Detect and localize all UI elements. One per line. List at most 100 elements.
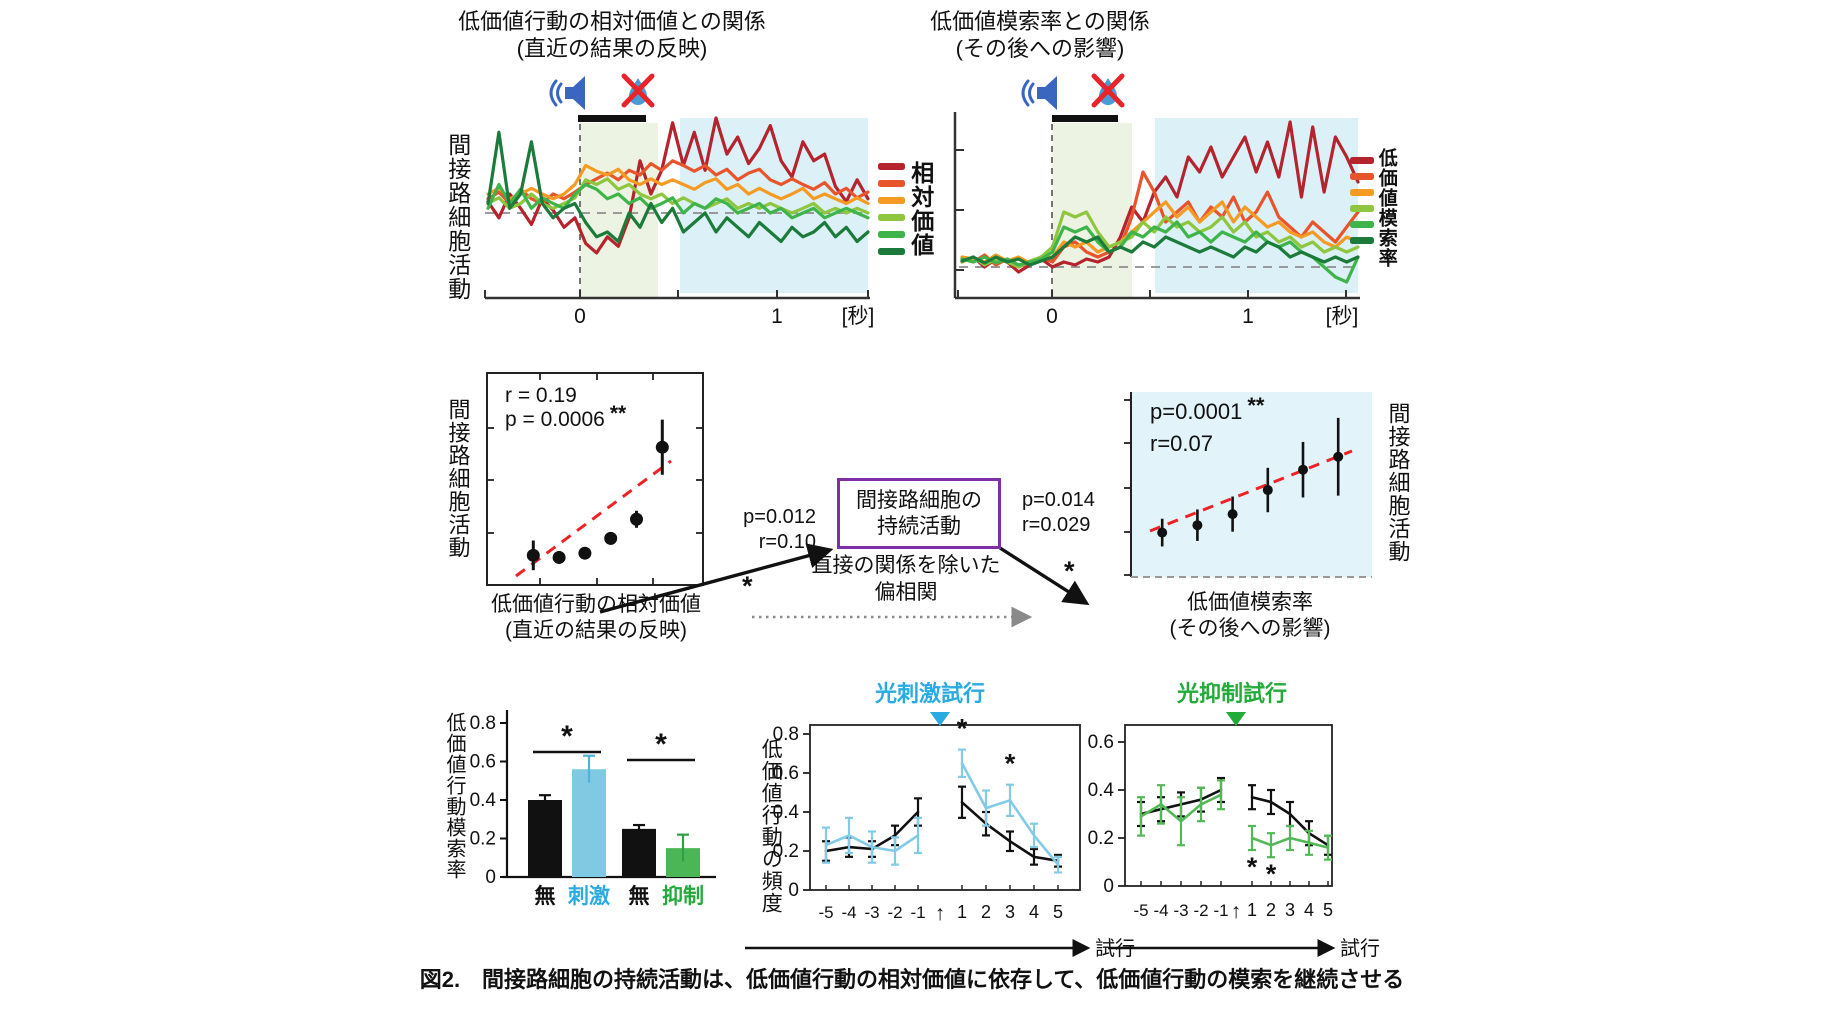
persistent-activity-line1: 間接路細胞の bbox=[856, 489, 982, 512]
data-point bbox=[552, 550, 566, 564]
bar bbox=[572, 769, 606, 877]
svg-text:-5: -5 bbox=[818, 903, 833, 922]
svg-text:0.6: 0.6 bbox=[1088, 732, 1114, 753]
svg-text:0.2: 0.2 bbox=[1088, 828, 1114, 849]
svg-text:4: 4 bbox=[1304, 900, 1314, 920]
svg-text:*: * bbox=[561, 720, 573, 753]
legend-swatch bbox=[878, 248, 905, 255]
legend-swatch bbox=[1350, 157, 1374, 164]
psth-left-legend-label: 相対価値 bbox=[907, 161, 934, 257]
bar bbox=[528, 800, 562, 877]
psth-left-title-line2: (直近の結果の反映) bbox=[516, 36, 708, 61]
inhib-trials-plot: 0 0.2 0.4 0.6 -5 -4 -3 -2 -1 ↑ 1 2 3 4 5 * * 試行 bbox=[1088, 712, 1380, 960]
scatter-right-p-text: p=0.0001 bbox=[1150, 399, 1243, 424]
scatter-right-plot bbox=[1124, 392, 1372, 578]
muted-reward-icon bbox=[621, 73, 655, 108]
legend-swatch bbox=[878, 231, 905, 238]
scatter-right-sig-stars: ** bbox=[1247, 393, 1265, 418]
bar-chart: 00.20.40.60.8無 刺激無抑制* * bbox=[470, 710, 716, 908]
psth-right-xunit: [秒] bbox=[1325, 305, 1359, 328]
data-point bbox=[604, 531, 618, 545]
svg-text:2: 2 bbox=[981, 902, 991, 922]
scatter-left-xlabel-line2: (直近の結果の反映) bbox=[505, 619, 687, 642]
svg-text:4: 4 bbox=[1029, 902, 1039, 922]
svg-text:*: * bbox=[1247, 852, 1258, 882]
svg-text:-4: -4 bbox=[841, 903, 856, 922]
svg-text:-4: -4 bbox=[1153, 901, 1168, 920]
svg-text:↑: ↑ bbox=[1231, 900, 1242, 923]
data-point bbox=[1298, 464, 1308, 475]
flow-arrows bbox=[599, 543, 1090, 628]
bar bbox=[622, 828, 656, 877]
svg-text:0: 0 bbox=[1103, 876, 1114, 897]
flow-right-p: p=0.014 bbox=[1022, 489, 1095, 511]
svg-text:-1: -1 bbox=[1213, 901, 1228, 920]
svg-text:5: 5 bbox=[1323, 900, 1333, 920]
psth-left-xunit: [秒] bbox=[841, 305, 875, 328]
speaker-icon bbox=[1021, 76, 1057, 110]
flow-left-stats: p=0.012 r=0.10 bbox=[730, 505, 816, 555]
muted-reward-icon bbox=[1091, 73, 1125, 108]
scatter-right-r-text: r=0.07 bbox=[1150, 431, 1213, 456]
scatter-right-p-row: p=0.0001 ** bbox=[1150, 393, 1265, 426]
flow-left-p: p=0.012 bbox=[743, 506, 816, 528]
svg-text:*: * bbox=[957, 714, 968, 744]
partial-correlation-note-line2: 偏相関 bbox=[874, 581, 938, 604]
legend-swatch bbox=[878, 180, 905, 187]
scatter-right-xlabel-line2: (その後への影響) bbox=[1169, 617, 1331, 640]
legend-swatch bbox=[1350, 237, 1374, 244]
data-point bbox=[655, 440, 669, 454]
scatter-left-sig-stars: ** bbox=[609, 402, 627, 425]
svg-text:0.6: 0.6 bbox=[773, 763, 799, 784]
flow-left-star: * bbox=[742, 571, 753, 601]
svg-text:-2: -2 bbox=[887, 903, 902, 922]
scatter-right-xlabel-line1: 低価値模索率 bbox=[1187, 591, 1313, 614]
cue-duration-bar bbox=[578, 115, 646, 122]
legend-swatch bbox=[1350, 221, 1374, 228]
svg-text:0.2: 0.2 bbox=[773, 841, 799, 862]
cue-duration-bar bbox=[1052, 115, 1118, 122]
svg-text:0.8: 0.8 bbox=[470, 713, 496, 734]
svg-text:↑: ↑ bbox=[935, 902, 946, 925]
svg-text:0.4: 0.4 bbox=[1088, 780, 1115, 801]
svg-text:3: 3 bbox=[1285, 900, 1295, 920]
psth-left-ylabel: 間接路細胞活動 bbox=[444, 133, 471, 301]
svg-text:0.4: 0.4 bbox=[773, 802, 800, 823]
stim-trials-plot: 00.20.40.60.8-5 -4 -3 -2 -1 ↑ 1 2 3 4 5**試行 bbox=[745, 712, 1135, 960]
data-point bbox=[526, 548, 540, 562]
scatter-left-xlabel-line1: 低価値行動の相対価値 bbox=[491, 593, 701, 616]
data-point bbox=[1333, 451, 1344, 462]
psth-left-xtick-0: 0 bbox=[574, 305, 586, 328]
svg-text:試行: 試行 bbox=[1340, 937, 1380, 960]
svg-text:-2: -2 bbox=[1193, 901, 1208, 920]
legend-swatch bbox=[1350, 189, 1374, 196]
speaker-icon bbox=[549, 76, 585, 110]
stim-trials-title: 光刺激試行 bbox=[874, 681, 986, 706]
legend-swatch bbox=[878, 214, 905, 221]
svg-text:-1: -1 bbox=[910, 903, 925, 922]
figure-caption: 図2. 間接路細胞の持続活動は、低価値行動の相対価値に依存して、低価値行動の模索… bbox=[419, 967, 1405, 992]
svg-text:0.2: 0.2 bbox=[470, 829, 496, 850]
svg-text:無: 無 bbox=[629, 884, 650, 908]
flow-left-r: r=0.10 bbox=[758, 531, 816, 553]
psth-right-title-line2: (その後への影響) bbox=[955, 36, 1125, 61]
svg-text:*: * bbox=[655, 728, 667, 761]
flow-right-stats: p=0.014 r=0.029 bbox=[1022, 488, 1095, 538]
scatter-left-plot bbox=[486, 372, 704, 586]
svg-text:-5: -5 bbox=[1133, 901, 1148, 920]
svg-text:0.4: 0.4 bbox=[470, 790, 497, 811]
inhib-trials-title: 光抑制試行 bbox=[1176, 681, 1288, 706]
legend-swatch bbox=[878, 163, 905, 170]
svg-text:0.6: 0.6 bbox=[470, 752, 496, 773]
svg-text:0: 0 bbox=[788, 880, 799, 901]
psth-right-xtick-1: 1 bbox=[1242, 305, 1254, 328]
persistent-activity-line2: 持続活動 bbox=[877, 515, 961, 539]
manipulated-trial-marker bbox=[1226, 712, 1246, 726]
svg-text:*: * bbox=[1266, 859, 1277, 889]
svg-text:-3: -3 bbox=[864, 903, 879, 922]
psth-right-legend-label: 低価値模索率 bbox=[1375, 148, 1397, 268]
manipulated-trial-marker bbox=[930, 712, 950, 726]
svg-text:無: 無 bbox=[535, 884, 556, 908]
data-point bbox=[1192, 520, 1203, 531]
